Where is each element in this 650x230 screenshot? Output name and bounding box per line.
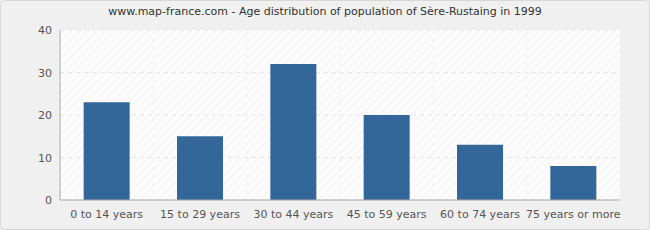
y-axis: [60, 30, 61, 200]
y-tick-label: 10: [38, 152, 52, 165]
grid-line-vertical: [433, 30, 434, 200]
x-tick-label: 30 to 44 years: [253, 208, 333, 221]
title: www.map-france.com - Age distribution of…: [108, 5, 542, 18]
grid-line: [60, 200, 620, 201]
x-tick-label: 15 to 29 years: [160, 208, 240, 221]
bar: [457, 145, 503, 200]
y-tick-label: 20: [38, 109, 52, 122]
plot-area: [60, 30, 620, 200]
bar: [550, 166, 596, 200]
grid-line-vertical: [246, 30, 247, 200]
grid-line-vertical: [340, 30, 341, 200]
x-tick-label: 75 years or more: [526, 208, 621, 221]
grid-line-vertical: [153, 30, 154, 200]
chart-container: www.map-france.com - Age distribution of…: [0, 0, 650, 230]
x-axis: [60, 200, 620, 201]
grid-line: [60, 115, 620, 116]
bar: [177, 136, 223, 200]
bar: [364, 115, 410, 200]
x-tick-label: 0 to 14 years: [70, 208, 143, 221]
y-tick-label: 30: [38, 67, 52, 80]
grid-line-vertical: [526, 30, 527, 200]
grid-line: [60, 157, 620, 158]
chart-svg: www.map-france.com - Age distribution of…: [0, 0, 650, 230]
bar: [84, 102, 130, 200]
x-tick-label: 45 to 59 years: [347, 208, 427, 221]
y-tick-label: 0: [45, 194, 52, 207]
x-tick-label: 60 to 74 years: [440, 208, 520, 221]
bars: [84, 64, 597, 200]
bar: [270, 64, 316, 200]
background: [1, 1, 650, 230]
y-tick-label: 40: [38, 24, 52, 37]
